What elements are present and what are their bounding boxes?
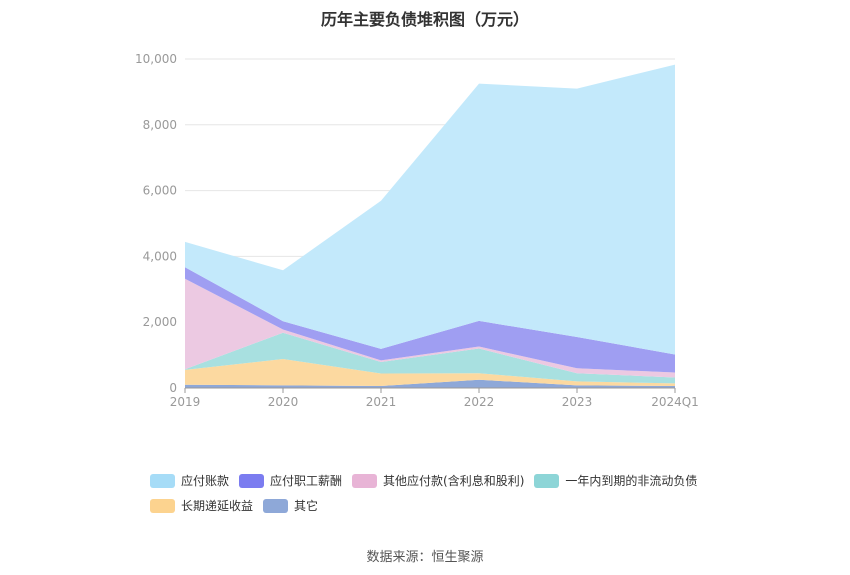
x-tick-label: 2020 xyxy=(268,395,299,409)
area-其它 xyxy=(185,379,675,388)
legend: 应付账款 应付职工薪酬 其他应付款(含利息和股利) 一年内到期的非流动负债 长期… xyxy=(150,468,750,518)
legend-item[interactable]: 一年内到期的非流动负债 xyxy=(534,472,697,489)
x-tick-label: 2022 xyxy=(464,395,495,409)
x-tick-label: 2023 xyxy=(562,395,593,409)
data-source: 数据来源：恒生聚源 xyxy=(366,550,484,565)
legend-swatch xyxy=(150,473,175,488)
legend-swatch xyxy=(239,473,265,488)
x-tick-label: 2019 xyxy=(170,395,201,409)
legend-label: 长期递延收益 xyxy=(181,499,254,513)
y-tick-label: 10,000 xyxy=(135,52,177,66)
legend-label: 一年内到期的非流动负债 xyxy=(565,474,698,488)
legend-label: 应付账款 xyxy=(181,474,230,488)
y-tick-label: 2,000 xyxy=(143,315,177,329)
y-tick-label: 6,000 xyxy=(143,184,177,198)
area-长期递延收益 xyxy=(185,359,675,387)
legend-label: 其它 xyxy=(294,499,319,513)
legend-item[interactable]: 其他应付款(含利息和股利) xyxy=(352,472,524,489)
area-应付职工薪酬 xyxy=(185,267,675,373)
legend-row-2: 长期递延收益 其它 xyxy=(150,493,750,518)
chart-title: 历年主要负债堆积图（万元） xyxy=(320,10,529,29)
legend-swatch xyxy=(352,473,378,488)
legend-swatch xyxy=(150,498,175,513)
legend-swatch xyxy=(263,498,289,513)
legend-item[interactable]: 其它 xyxy=(263,497,318,514)
x-tick-label: 2024Q1 xyxy=(651,395,699,409)
legend-label: 应付职工薪酬 xyxy=(270,474,343,488)
area-一年内到期的非流动负债 xyxy=(185,332,675,384)
y-tick-label: 0 xyxy=(169,381,177,395)
x-tick-label: 2021 xyxy=(366,395,397,409)
legend-swatch xyxy=(534,473,560,488)
y-tick-label: 4,000 xyxy=(143,249,177,263)
legend-row-1: 应付账款 应付职工薪酬 其他应付款(含利息和股利) 一年内到期的非流动负债 xyxy=(150,468,750,493)
legend-item[interactable]: 应付职工薪酬 xyxy=(239,472,342,489)
axes: 0 2,000 4,000 6,000 8,000 10,000 2019 2020 2021 2… xyxy=(135,52,699,409)
legend-item[interactable]: 应付账款 xyxy=(150,472,229,489)
legend-item[interactable]: 长期递延收益 xyxy=(150,497,253,514)
area-应付账款 xyxy=(185,64,675,355)
y-tick-label: 8,000 xyxy=(143,118,177,132)
area-series xyxy=(185,64,675,388)
legend-label: 其他应付款(含利息和股利) xyxy=(383,474,525,488)
